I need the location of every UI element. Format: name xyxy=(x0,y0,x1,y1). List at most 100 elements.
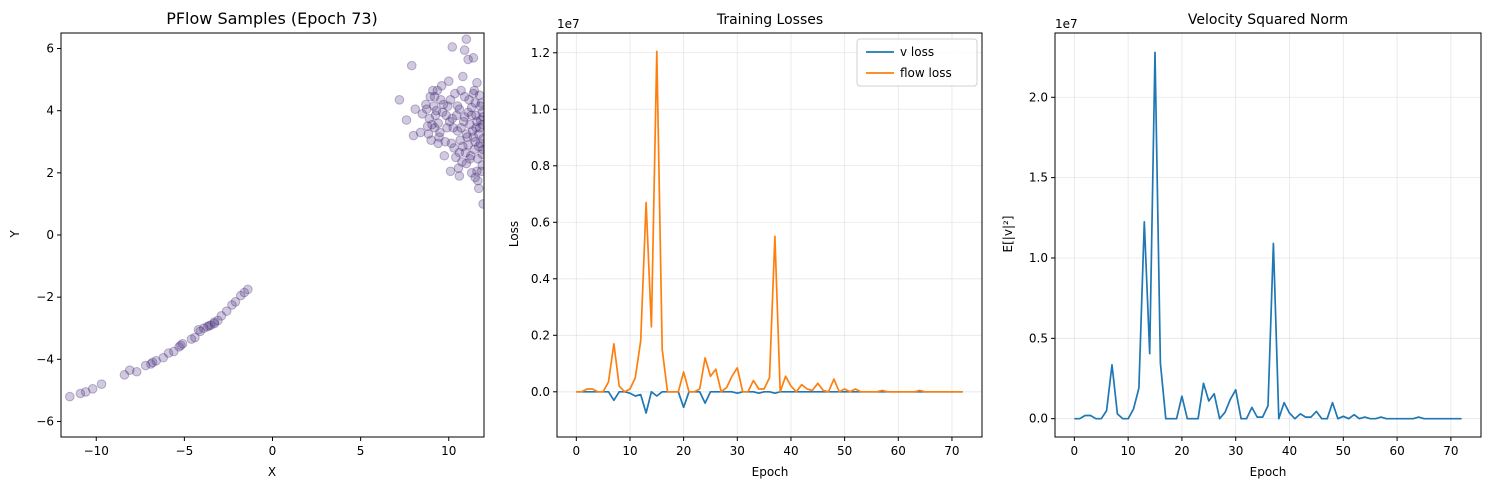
x-tick-label: 0 xyxy=(1071,444,1079,458)
scatter-point xyxy=(230,297,241,307)
velocity-grid xyxy=(1055,33,1481,437)
scatter-point xyxy=(478,199,484,209)
y-tick-label: 6 xyxy=(46,42,54,56)
scatter-point xyxy=(421,104,432,114)
y-tick-label: 0.0 xyxy=(531,385,550,399)
scatter-point xyxy=(462,132,473,142)
scatter-point xyxy=(463,54,473,65)
scatter-point xyxy=(473,175,483,186)
scatter-point xyxy=(190,332,200,343)
y-tick-label: 1.5 xyxy=(1029,171,1048,185)
velocity-xlabel: Epoch xyxy=(1250,465,1287,479)
scatter-point xyxy=(415,127,426,138)
scatter-point xyxy=(193,324,204,335)
x-tick-label: 40 xyxy=(1282,444,1297,458)
scatter-point xyxy=(429,122,440,133)
y-tick-label: 1.2 xyxy=(531,46,550,60)
scatter-point xyxy=(176,340,186,351)
scatter-point xyxy=(454,104,465,114)
x-tick-label: −5 xyxy=(176,444,194,458)
y-tick-label: 0.6 xyxy=(531,215,550,229)
scatter-point xyxy=(454,171,465,181)
losses-offset-label: 1e7 xyxy=(557,17,580,31)
y-tick-label: 0 xyxy=(46,228,54,242)
scatter-xlabel: X xyxy=(268,465,276,479)
scatter-point xyxy=(461,129,472,139)
x-tick-label: 60 xyxy=(1389,444,1404,458)
scatter-point xyxy=(235,290,246,301)
scatter-point xyxy=(438,99,449,110)
scatter-point xyxy=(119,370,130,380)
scatter-point xyxy=(465,119,475,130)
scatter-point xyxy=(431,105,442,116)
y-tick-label: −4 xyxy=(36,352,54,366)
scatter-point xyxy=(478,112,484,122)
scatter-point xyxy=(458,141,468,152)
scatter-point xyxy=(243,284,253,295)
velocity-offset-label: 1e7 xyxy=(1055,17,1078,31)
scatter-point xyxy=(473,183,484,194)
scatter-point xyxy=(463,107,473,118)
scatter-point xyxy=(151,356,161,366)
y-tick-label: 1.0 xyxy=(1029,251,1048,265)
scatter-point xyxy=(213,315,223,326)
scatter-point xyxy=(449,143,459,153)
scatter-point xyxy=(427,119,437,130)
scatter-point xyxy=(80,387,91,397)
scatter-point xyxy=(472,116,482,127)
scatter-point xyxy=(451,152,461,163)
scatter-point xyxy=(454,147,465,158)
scatter-point xyxy=(394,95,405,105)
scatter-point xyxy=(470,98,480,108)
scatter-point xyxy=(455,135,466,146)
scatter-point xyxy=(466,102,477,113)
scatter-point xyxy=(459,112,470,122)
legend-frame xyxy=(856,38,978,87)
x-tick-label: 10 xyxy=(441,444,456,458)
scatter-point xyxy=(432,85,443,96)
scatter-point xyxy=(461,158,472,169)
scatter-point xyxy=(131,366,142,377)
scatter-point xyxy=(465,150,476,161)
scatter-point xyxy=(174,342,184,352)
scatter-point xyxy=(472,77,482,88)
scatter-point xyxy=(87,384,98,394)
scatter-point xyxy=(468,53,479,63)
scatter-point xyxy=(425,91,436,102)
velocity-title: Velocity Squared Norm xyxy=(1188,12,1348,28)
series-line xyxy=(1074,51,1462,420)
scatter-point xyxy=(458,116,469,127)
scatter-point xyxy=(435,127,445,138)
scatter-point xyxy=(477,107,484,118)
scatter-points xyxy=(65,34,484,402)
x-tick-label: 30 xyxy=(730,444,745,458)
scatter-point xyxy=(472,166,482,177)
scatter-point xyxy=(452,126,463,136)
scatter-point xyxy=(473,129,484,139)
x-tick-label: 10 xyxy=(622,444,637,458)
scatter-point xyxy=(477,160,484,170)
scatter-point xyxy=(202,321,213,332)
legend-label-v-loss: v loss xyxy=(900,45,934,59)
x-tick-label: 70 xyxy=(944,444,959,458)
scatter-point xyxy=(426,135,436,146)
scatter-point xyxy=(459,45,470,55)
x-tick-label: 70 xyxy=(1443,444,1458,458)
scatter-point xyxy=(209,317,220,327)
scatter-point xyxy=(216,311,227,321)
scatter-point xyxy=(476,166,484,177)
scatter-point xyxy=(436,95,446,105)
scatter-point xyxy=(417,109,428,119)
scatter-point xyxy=(65,391,75,402)
y-tick-label: −2 xyxy=(36,290,54,304)
scatter-point xyxy=(466,110,477,121)
scatter-point xyxy=(146,359,156,369)
scatter-point xyxy=(96,379,107,389)
x-tick-label: 0 xyxy=(269,444,277,458)
scatter-point xyxy=(206,320,216,330)
scatter-point xyxy=(473,154,483,164)
scatter-point xyxy=(445,166,456,177)
scatter-point xyxy=(476,98,484,108)
y-tick-label: 0.5 xyxy=(1029,331,1048,345)
scatter-point xyxy=(447,113,458,124)
